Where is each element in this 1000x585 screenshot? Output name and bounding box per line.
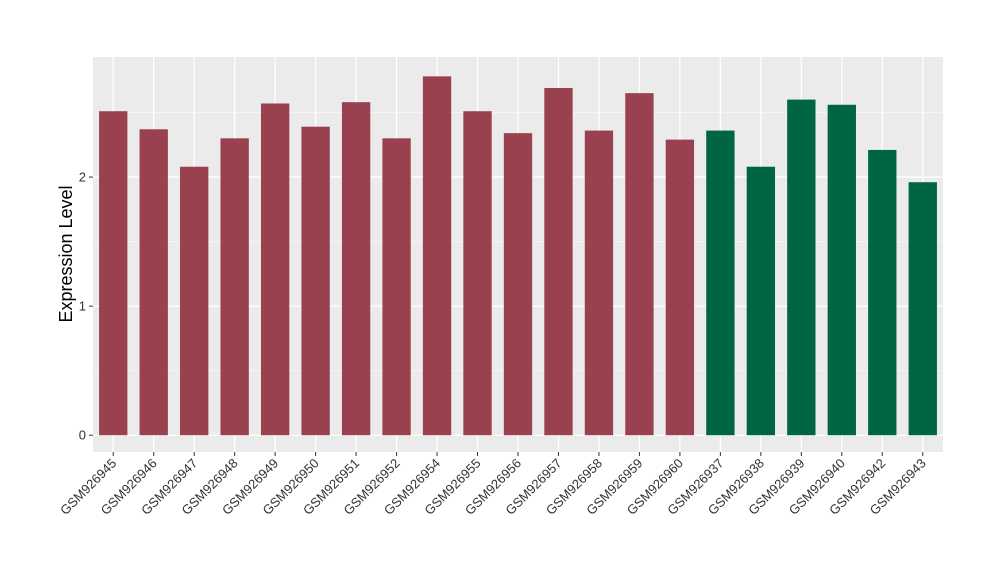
y-axis-label: Expression Level — [56, 185, 76, 322]
bar-GSM926954 — [422, 76, 452, 436]
bar-GSM926945 — [99, 111, 128, 436]
bar-GSM926937 — [706, 130, 735, 436]
bar-GSM926955 — [463, 111, 492, 436]
bar-GSM926959 — [625, 93, 654, 436]
bars — [99, 76, 937, 436]
bar-GSM926942 — [868, 149, 897, 436]
bar-GSM926960 — [665, 139, 695, 436]
bar-GSM926948 — [220, 138, 249, 436]
bar-GSM926939 — [787, 99, 816, 436]
bar-GSM926949 — [260, 103, 290, 436]
bar-GSM926958 — [584, 130, 614, 436]
bar-GSM926940 — [827, 104, 856, 436]
bar-GSM926952 — [382, 138, 411, 436]
y-tick-label: 0 — [79, 428, 86, 443]
bar-GSM926946 — [139, 129, 168, 436]
bar-GSM926947 — [180, 166, 209, 436]
y-tick-label: 2 — [79, 170, 86, 185]
x-axis: GSM926945GSM926946GSM926947GSM926948GSM9… — [57, 452, 929, 518]
bar-GSM926938 — [746, 166, 776, 436]
y-tick-label: 1 — [79, 299, 86, 314]
bar-GSM926951 — [341, 102, 371, 436]
bar-GSM926956 — [503, 133, 533, 436]
bar-GSM926950 — [301, 126, 330, 436]
y-axis: 0 1 2 — [79, 170, 93, 443]
bar-GSM926957 — [544, 87, 573, 436]
bar-GSM926943 — [908, 182, 937, 436]
